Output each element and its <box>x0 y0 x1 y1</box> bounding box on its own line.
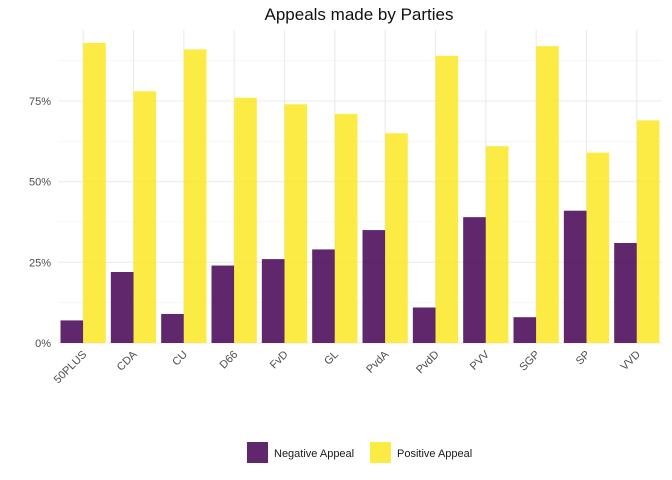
y-axis: 0% 25% 50% 75% <box>29 96 51 350</box>
x-tick-label: VVD <box>618 349 643 374</box>
legend-swatch-negative <box>247 442 268 463</box>
bar-negative-pvdd <box>412 307 436 343</box>
bar-negative-50plus <box>60 320 84 343</box>
bar-positive-pvv <box>485 146 509 343</box>
bar-positive-50plus <box>83 42 106 343</box>
bar-positive-sp <box>586 152 610 343</box>
x-tick-label: CDA <box>115 348 140 373</box>
bar-positive-pvda <box>385 133 408 343</box>
bar-positive-gl <box>334 113 358 343</box>
x-tick-label: 50PLUS <box>52 349 89 386</box>
bar-negative-sp <box>563 210 587 343</box>
bar-negative-pvv <box>463 217 486 343</box>
chart-title: Appeals made by Parties <box>265 5 454 24</box>
bars <box>60 42 660 344</box>
legend-label-negative: Negative Appeal <box>274 448 354 460</box>
x-tick-label: D66 <box>218 349 241 372</box>
bar-negative-fvd <box>261 259 285 343</box>
legend-label-positive: Positive Appeal <box>397 448 472 460</box>
bar-positive-cu <box>183 49 207 343</box>
bar-negative-d66 <box>211 265 235 343</box>
x-tick-label: GL <box>322 349 341 368</box>
x-tick-label: SP <box>574 349 593 368</box>
bar-positive-fvd <box>284 104 308 343</box>
bar-positive-cda <box>133 91 157 343</box>
x-tick-label: SGP <box>517 349 542 374</box>
x-tick-label: PvdA <box>364 348 392 376</box>
legend: Negative Appeal Positive Appeal <box>247 442 472 463</box>
y-tick-label: 25% <box>29 257 51 269</box>
bar-negative-cu <box>161 313 184 343</box>
legend-swatch-positive <box>370 442 391 463</box>
x-tick-label: PvdD <box>414 349 442 377</box>
bar-negative-vvd <box>614 242 637 343</box>
x-axis: 50PLUS CDA CU D66 FvD GL PvdA PvdD PVV SGP SP VVD <box>52 348 643 386</box>
x-tick-label: FvD <box>268 349 291 372</box>
bar-positive-d66 <box>234 97 257 344</box>
bar-negative-cda <box>110 272 134 343</box>
bar-negative-gl <box>312 249 335 343</box>
y-tick-label: 0% <box>35 338 51 350</box>
bar-positive-sgp <box>536 46 559 343</box>
bar-positive-vvd <box>636 120 660 343</box>
x-tick-label: PVV <box>468 348 493 373</box>
bar-negative-sgp <box>513 317 537 343</box>
x-tick-label: CU <box>170 349 190 369</box>
bar-negative-pvda <box>362 230 386 343</box>
y-tick-label: 75% <box>29 96 51 108</box>
y-tick-label: 50% <box>29 177 51 189</box>
bar-positive-pvdd <box>435 55 459 344</box>
